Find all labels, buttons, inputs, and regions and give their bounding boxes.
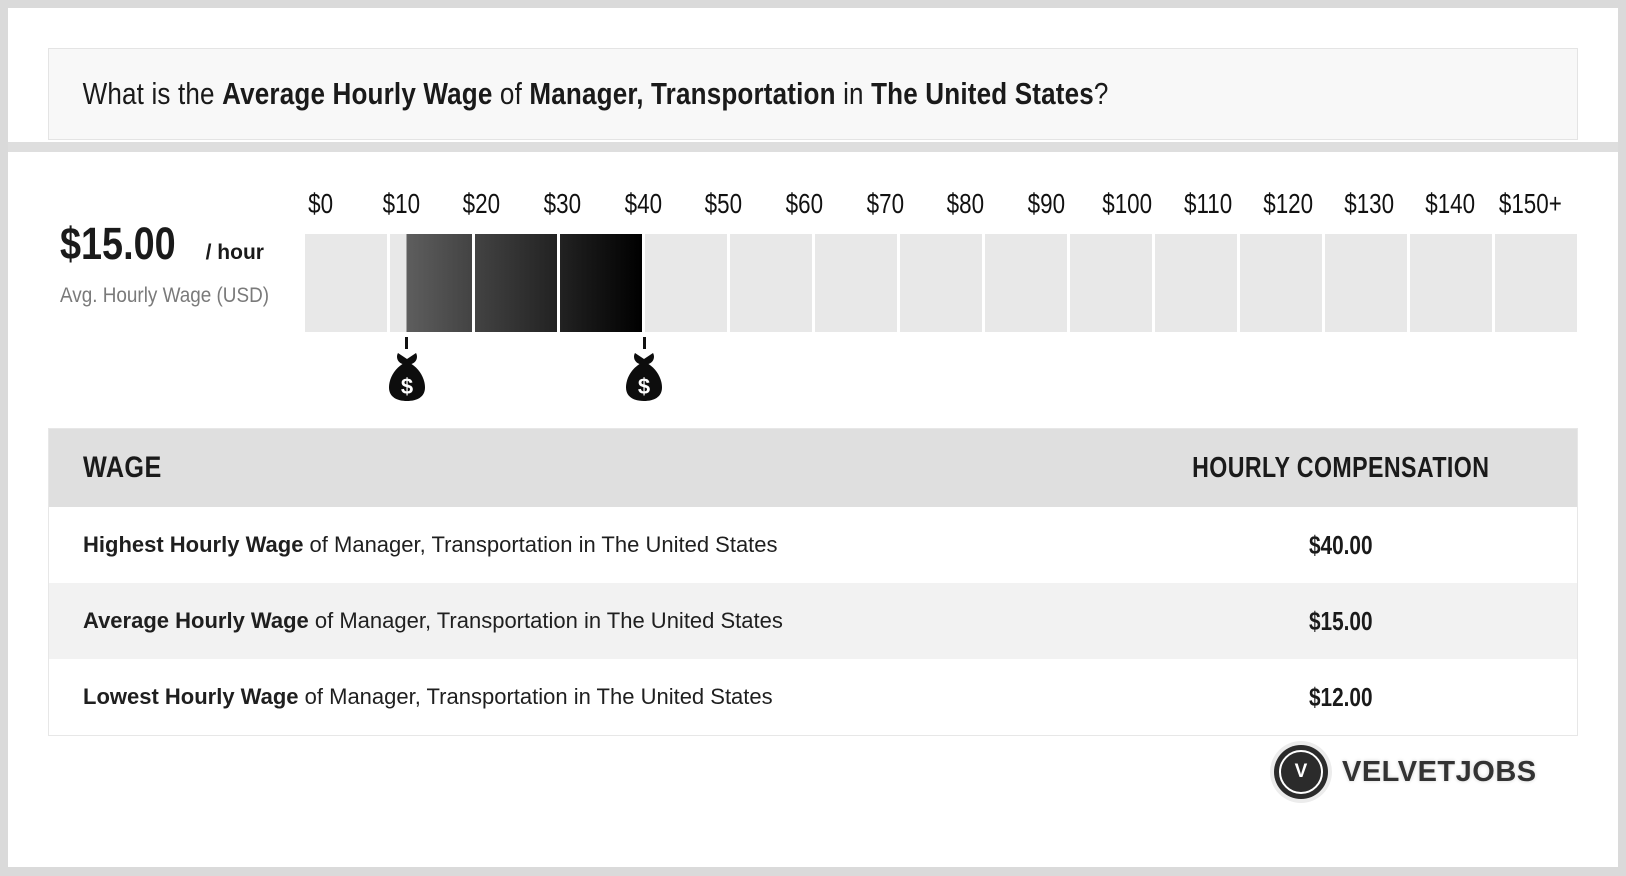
axis-tick-label: $80 xyxy=(947,188,985,219)
table-header-wage: WAGE xyxy=(83,451,162,484)
velvetjobs-badge-icon: V xyxy=(1274,745,1328,799)
axis-tick: $50 xyxy=(683,188,764,220)
axis-tick-label: $110 xyxy=(1183,188,1232,219)
wage-scale-axis: $0 $10 $20 $30 $40 $50 $60 $70 $80 $90 $100 $110 $12… xyxy=(280,188,1571,220)
axis-tick: $40 xyxy=(603,188,684,220)
axis-tick-label: $20 xyxy=(463,188,501,219)
axis-tick: $30 xyxy=(522,188,603,220)
axis-tick-label: $50 xyxy=(705,188,743,219)
axis-tick-label: $130 xyxy=(1344,188,1395,219)
wage-scale-markers: $ $ xyxy=(305,337,1577,407)
scale-segment xyxy=(560,234,642,332)
scale-segment xyxy=(1070,234,1152,332)
table-row-value: $40.00 xyxy=(1309,529,1373,560)
axis-tick: $0 xyxy=(280,188,361,220)
marker-tick xyxy=(642,337,646,349)
money-bag-icon: $ xyxy=(626,353,663,401)
table-row-label: Lowest Hourly Wage of Manager, Transport… xyxy=(83,684,773,709)
money-bag-icon: $ xyxy=(388,353,425,401)
scale-segment xyxy=(985,234,1067,332)
axis-tick-label: $140 xyxy=(1425,188,1475,219)
scale-segment xyxy=(475,234,557,332)
marker-tick xyxy=(405,337,409,349)
scale-segment xyxy=(1155,234,1237,332)
scale-segment xyxy=(900,234,982,332)
table-row-value: $15.00 xyxy=(1309,605,1373,636)
svg-text:$: $ xyxy=(638,374,650,399)
scale-segment xyxy=(730,234,812,332)
average-wage-amount: $15.00 xyxy=(60,218,176,269)
axis-tick: $20 xyxy=(441,188,522,220)
table-header-row: WAGE HOURLY COMPENSATION xyxy=(49,429,1577,507)
average-wage-caption: Avg. Hourly Wage (USD) xyxy=(60,284,270,307)
axis-tick-label: $30 xyxy=(543,188,582,219)
question-header: What is the Average Hourly Wage of Manag… xyxy=(48,48,1578,140)
brand-name: VELVETJOBS xyxy=(1342,755,1537,788)
axis-tick: $150+ xyxy=(1490,188,1571,220)
scale-segment xyxy=(645,234,727,332)
wage-scale-bar xyxy=(305,234,1577,332)
axis-tick-label: $120 xyxy=(1263,188,1314,219)
axis-tick: $140 xyxy=(1410,188,1491,220)
table-header-hourly-compensation: HOURLY COMPENSATION xyxy=(1192,451,1490,484)
scale-segment xyxy=(305,234,387,332)
table-row: Highest Hourly Wage of Manager, Transpor… xyxy=(49,507,1577,583)
axis-tick: $90 xyxy=(1006,188,1087,220)
axis-tick-label: $100 xyxy=(1102,188,1153,219)
table-row-value: $12.00 xyxy=(1309,681,1373,712)
axis-tick: $10 xyxy=(361,188,442,220)
scale-segment xyxy=(815,234,897,332)
axis-tick: $120 xyxy=(1248,188,1329,220)
average-wage-figure: $15.00 / hour Avg. Hourly Wage (USD) xyxy=(60,218,290,308)
axis-tick-label: $90 xyxy=(1027,188,1066,219)
wage-marker: $ xyxy=(387,337,427,402)
badge-letter: V xyxy=(1294,761,1308,782)
page-title: What is the Average Hourly Wage of Manag… xyxy=(82,76,1109,111)
divider-band xyxy=(8,142,1618,152)
content-card: What is the Average Hourly Wage of Manag… xyxy=(8,8,1618,867)
axis-tick: $130 xyxy=(1329,188,1410,220)
brand-logo: V VELVETJOBS xyxy=(1274,745,1537,799)
scale-segment xyxy=(390,234,472,332)
axis-tick-label: $10 xyxy=(382,188,420,219)
table-row-label: Highest Hourly Wage of Manager, Transpor… xyxy=(83,532,778,557)
axis-tick-label: $70 xyxy=(866,188,904,219)
axis-tick: $100 xyxy=(1087,188,1168,220)
table-row: Lowest Hourly Wage of Manager, Transport… xyxy=(49,659,1577,735)
axis-tick: $70 xyxy=(845,188,926,220)
axis-tick-label: $0 xyxy=(307,188,333,219)
wage-table: WAGE HOURLY COMPENSATION Highest Hourly … xyxy=(48,428,1578,736)
average-wage-unit: / hour xyxy=(205,241,264,264)
scale-segment xyxy=(1325,234,1407,332)
svg-text:$: $ xyxy=(401,374,413,399)
axis-tick-label: $60 xyxy=(785,188,824,219)
badge-ring: V xyxy=(1279,750,1323,794)
axis-tick: $60 xyxy=(764,188,845,220)
wage-marker: $ xyxy=(624,337,664,402)
scale-segment xyxy=(1410,234,1492,332)
scale-segment xyxy=(1495,234,1577,332)
table-row-label: Average Hourly Wage of Manager, Transpor… xyxy=(83,608,783,633)
axis-tick-label: $40 xyxy=(624,188,662,219)
axis-tick-label: $150+ xyxy=(1499,188,1563,219)
table-row: Average Hourly Wage of Manager, Transpor… xyxy=(49,583,1577,659)
axis-tick: $80 xyxy=(926,188,1007,220)
axis-tick: $110 xyxy=(1168,188,1249,220)
scale-segment xyxy=(1240,234,1322,332)
